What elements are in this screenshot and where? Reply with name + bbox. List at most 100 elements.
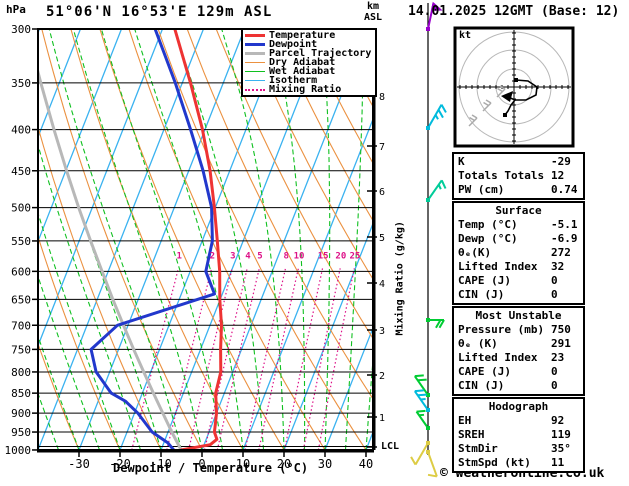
hodograph-gray-barb (496, 85, 506, 98)
wind-barb-feather (414, 389, 424, 393)
pressure-tick-label: 900 (11, 407, 31, 420)
mixing-ratio-value-label: 2 (210, 251, 215, 261)
table-row: Lifted Index 32 (454, 260, 583, 274)
temp-tick-label: 20 (277, 457, 291, 471)
mixing-ratio-value-label: 3 (230, 251, 235, 261)
hodograph-gray-barb (482, 99, 492, 112)
mixing-ratio-value-label: 4 (245, 251, 251, 261)
wind-barb-shaft (413, 390, 429, 411)
mixing-ratio-line (302, 268, 341, 450)
table-row-label: Dewp (°C) (458, 232, 518, 245)
legend-line-sample (245, 34, 265, 37)
table-row-label: Temp (°C) (458, 218, 518, 231)
pressure-tick-label: 600 (11, 265, 31, 278)
table-row-value: 0 (551, 274, 558, 287)
mixing-ratio-line (216, 268, 260, 450)
table-section-header: Most Unstable (475, 309, 562, 322)
isotherm-line (38, 29, 205, 450)
wind-barb-feather (437, 109, 444, 119)
pressure-tick-label: 700 (11, 319, 31, 332)
pressure-tick-label: 500 (11, 202, 31, 215)
temp-tick-label: 10 (236, 457, 250, 471)
isotherm-line (242, 117, 373, 450)
pressure-tick-label: 1000 (5, 444, 32, 457)
table-section: Surface Temp (°C) -5.1 Dewp (°C) -6.9 θₑ(K) 27… (452, 201, 585, 305)
wind-barb-dot (426, 27, 430, 31)
table-row: PW (cm) 0.74 (454, 183, 583, 197)
legend-item-label: Isotherm (269, 75, 318, 86)
wind-barb-dot (426, 441, 430, 445)
wet-adiabat-line (48, 29, 183, 450)
wind-barb-shaft (427, 451, 438, 477)
wind-barb (426, 318, 445, 329)
table-row-label: CIN (J) (458, 379, 505, 392)
km-tick-label: 8 (379, 92, 385, 103)
legend-item-label: Mixing Ratio (269, 84, 342, 95)
wind-barb-dot (426, 408, 430, 412)
wind-barb-feather (416, 409, 426, 413)
table-row-value: 750 (551, 323, 571, 336)
wind-barb-feather (417, 378, 427, 382)
wind-barb (413, 374, 430, 397)
legend-item: Isotherm (245, 75, 375, 86)
temperature-axis-label: Dewpoint / Temperature (°C) (113, 461, 309, 475)
km-tick-label: 3 (379, 326, 385, 337)
dewpoint-curve (89, 29, 216, 450)
dry-adiabat-line (244, 29, 373, 281)
pressure-tick-label: 650 (11, 293, 31, 306)
altitude-axis-unit-asl: ASL (364, 12, 383, 23)
legend-item-label: Dewpoint (269, 39, 318, 50)
wind-barb-feather (427, 473, 438, 478)
legend-line-sample (245, 43, 265, 46)
mixing-ratio-value-label: 8 (283, 251, 288, 261)
table-row: Dewp (°C) -6.9 (454, 232, 583, 246)
table-row: StmSpd (kt) 11 (454, 456, 583, 470)
km-tick-label: 4 (379, 279, 385, 290)
table-row-label: CAPE (J) (458, 365, 511, 378)
wind-barb (426, 450, 438, 478)
dry-adiabat-line (273, 29, 373, 222)
wind-barb (426, 179, 447, 202)
wind-barb-shaft (413, 375, 429, 396)
wind-barb (413, 389, 430, 412)
mixing-ratio-axis-label: Mixing Ratio (g/kg) (394, 221, 406, 336)
km-tick-label: 2 (379, 371, 385, 382)
plot-area (38, 29, 373, 450)
wet-adiabat-line (221, 29, 285, 450)
dry-adiabat-line (38, 342, 80, 450)
mixing-ratio-line (187, 268, 233, 450)
temp-tick-label: 30 (318, 457, 332, 471)
wind-barb-half-feather (434, 114, 439, 120)
pressure-tick-label: 550 (11, 235, 31, 248)
mixing-ratio-line (317, 268, 355, 450)
wind-barb-shaft (427, 179, 443, 201)
table-row-value: 0 (551, 379, 558, 392)
mixing-ratio-line (244, 268, 287, 450)
table-section-header: Surface (495, 204, 542, 217)
wind-barb-dot (426, 450, 430, 454)
station-title: 51°06'N 16°53'E 129m ASL (46, 4, 273, 20)
km-tick-label: 1 (379, 413, 385, 424)
table-row-value: -5.1 (551, 218, 578, 231)
legend-item-label: Dry Adiabat (269, 57, 336, 68)
table-row-label: StmSpd (kt) (458, 456, 531, 469)
table-row: θₑ(K) 272 (454, 246, 583, 260)
table-row-value: 0.74 (551, 183, 578, 196)
dry-adiabat-line (38, 125, 162, 450)
legend-item-label: Wet Adiabat (269, 66, 336, 77)
wind-barb-shaft (427, 104, 443, 129)
wind-barb (410, 441, 430, 466)
hodograph-unit-label: kt (459, 30, 472, 41)
table-row: EH 92 (454, 414, 583, 428)
table-row-value: 0 (551, 365, 558, 378)
wind-barb-feather (440, 104, 447, 113)
wind-barb-feather (435, 319, 442, 329)
table-row-value: 272 (551, 246, 571, 259)
table-row-value: 119 (551, 428, 571, 441)
mixing-ratio-value-label: 20 (335, 251, 346, 261)
hodograph-end-dot (503, 113, 507, 117)
legend-item: Wet Adiabat (245, 66, 375, 77)
wind-barb-feather (438, 319, 445, 329)
table-row-value: 11 (551, 456, 565, 469)
dry-adiabat-line (303, 29, 373, 165)
